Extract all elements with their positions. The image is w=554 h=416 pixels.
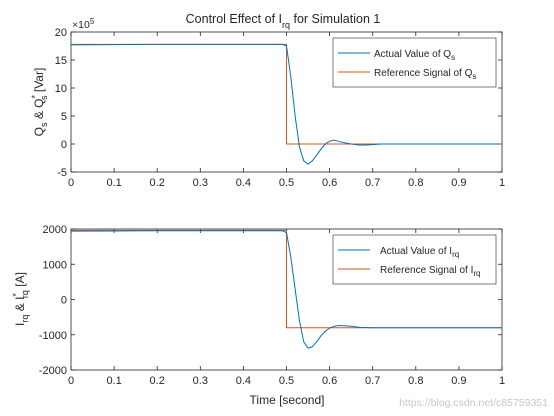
top-legend-label-reference: Reference Signal of Qs <box>374 68 476 81</box>
top-series-actual <box>70 43 502 165</box>
bottom-y-tick-label: -2000 <box>39 365 67 377</box>
bottom-legend-label-actual: Actual Value of Irq <box>380 246 459 259</box>
top-panel: 0 0.1 0.2 0.3 0.4 0.5 0.6 0.7 0.8 0.9 1 -505101520… <box>30 17 505 190</box>
top-y-tick-label: 5 <box>61 111 67 123</box>
bottom-y-tick-label: 1000 <box>43 259 67 271</box>
bottom-legend: Actual Value of Irq Reference Signal of … <box>332 234 497 285</box>
top-legend: Actual Value of Qs Reference Signal of Q… <box>332 37 497 88</box>
bottom-x-tick-label: 1 <box>499 375 505 387</box>
top-x-ticks: 0 0.1 0.2 0.3 0.4 0.5 0.6 0.7 0.8 0.9 1 <box>68 32 505 189</box>
bottom-y-tick-label: 2000 <box>43 224 67 236</box>
bottom-x-tick-label: 0.8 <box>408 375 423 387</box>
top-y-tick-label: 0 <box>61 139 67 151</box>
top-legend-box <box>332 37 497 88</box>
bottom-x-tick-label: 0.7 <box>365 375 380 387</box>
bottom-y-axis-label: Irq & I*rq [A] <box>11 272 30 326</box>
bottom-x-ticks: 0 0.1 0.2 0.3 0.4 0.5 0.6 0.7 0.8 0.9 1 <box>68 229 505 387</box>
top-legend-label-actual: Actual Value of Qs <box>374 49 455 62</box>
top-y-tick-label: 15 <box>55 55 67 67</box>
top-x-tick-label: 0.3 <box>193 177 208 189</box>
watermark: https://blog.csdn.net/c85759351 <box>399 397 548 409</box>
top-x-tick-label: 1 <box>499 177 505 189</box>
top-y-axis-label: Qs & Q*s [Var] <box>30 68 49 137</box>
top-x-tick-label: 0 <box>68 177 74 189</box>
top-y-tick-label: 10 <box>55 83 67 95</box>
top-x-tick-label: 0.2 <box>150 177 165 189</box>
bottom-panel: 0 0.1 0.2 0.3 0.4 0.5 0.6 0.7 0.8 0.9 1 -2000 -1000… <box>11 224 505 407</box>
bottom-x-tick-label: 0.1 <box>106 375 121 387</box>
top-x-tick-label: 0.4 <box>236 177 251 189</box>
top-x-tick-label: 0.7 <box>365 177 380 189</box>
bottom-series-actual <box>70 230 502 349</box>
bottom-series-lines <box>70 229 502 349</box>
bottom-x-tick-label: 0 <box>68 375 74 387</box>
bottom-x-tick-label: 0.5 <box>279 375 294 387</box>
bottom-x-tick-label: 0.6 <box>322 375 337 387</box>
top-y-ticks: -5 0 5 10 15 20 <box>55 27 502 179</box>
top-y-tick-label: -5 <box>57 167 67 179</box>
bottom-x-tick-label: 0.9 <box>451 375 466 387</box>
bottom-x-tick-label: 0.2 <box>150 375 165 387</box>
top-y-tick-label: 20 <box>55 27 67 39</box>
chart-title: Control Effect of Irq for Simulation 1 <box>186 12 381 30</box>
bottom-y-ticks: -2000 -1000 0 1000 2000 <box>39 224 502 377</box>
top-x-tick-label: 0.5 <box>279 177 294 189</box>
bottom-y-tick-label: -1000 <box>39 330 67 342</box>
top-x-tick-label: 0.9 <box>451 177 466 189</box>
top-y-multiplier: ×105 <box>72 17 95 32</box>
bottom-x-tick-label: 0.4 <box>236 375 251 387</box>
bottom-x-tick-label: 0.3 <box>193 375 208 387</box>
bottom-legend-label-reference: Reference Signal of Irq <box>380 265 481 278</box>
bottom-legend-box <box>332 234 497 285</box>
bottom-y-tick-label: 0 <box>61 295 67 307</box>
top-x-tick-label: 0.6 <box>322 177 337 189</box>
top-x-tick-label: 0.8 <box>408 177 423 189</box>
top-series-lines <box>70 43 502 165</box>
top-x-tick-label: 0.1 <box>106 177 121 189</box>
bottom-x-axis-label: Time [second] <box>250 393 325 407</box>
